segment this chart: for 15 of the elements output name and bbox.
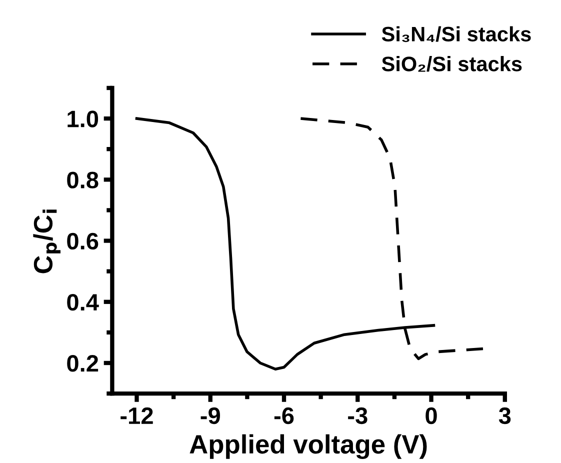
x-tick-label: -9 xyxy=(200,407,220,424)
x-axis-title: Applied voltage (V) xyxy=(190,434,427,460)
y-tick-label: 0.2 xyxy=(67,355,98,372)
y-tick-label: 1.0 xyxy=(68,110,98,128)
x-tick-label: 0 xyxy=(426,407,437,424)
legend-label: Si₃N₄/Si stacks xyxy=(382,26,531,42)
x-tick-label: -6 xyxy=(274,407,294,424)
y-axis-title: C$_{p}$/C$_{i}$ xyxy=(33,210,60,274)
x-tick-label: -12 xyxy=(120,407,153,424)
y-tick-label: 0.8 xyxy=(67,172,98,188)
y-tick-label: 0.4 xyxy=(67,294,99,311)
x-tick-label: -3 xyxy=(348,407,368,424)
y-tick-label: 0.6 xyxy=(67,232,98,250)
legend-label: SiO₂/Si stacks xyxy=(382,56,522,72)
x-tick-label: 3 xyxy=(498,407,511,424)
